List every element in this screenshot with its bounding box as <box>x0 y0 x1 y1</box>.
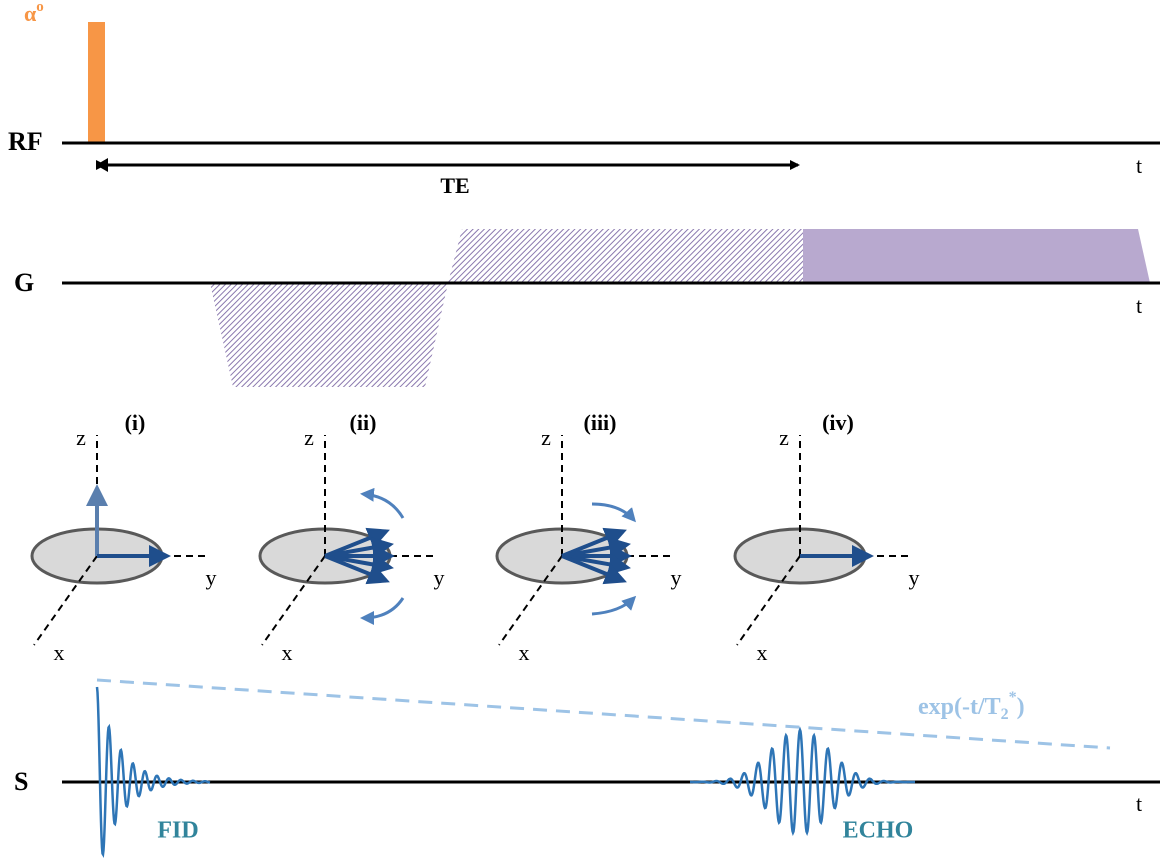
y-label: y <box>671 565 682 590</box>
panel-label: (iii) <box>584 410 617 435</box>
decay-prefix: exp(-t/T <box>918 694 1001 720</box>
decay-label: exp(-t/T2*) <box>918 689 1025 723</box>
rf-pulse <box>88 22 105 143</box>
z-label: z <box>304 425 314 450</box>
signal-time-label: t <box>1136 791 1142 816</box>
rf-time-label: t <box>1136 153 1142 178</box>
te-label: TE <box>440 173 469 198</box>
echo-label: ECHO <box>843 818 914 844</box>
signal-label: S <box>14 767 28 796</box>
panel-label: (iv) <box>822 410 854 435</box>
z-label: z <box>76 425 86 450</box>
z-label: z <box>541 425 551 450</box>
x-label: x <box>282 640 293 665</box>
flip-angle-symbol: α <box>24 1 37 26</box>
flip-angle-superscript: o <box>36 0 44 15</box>
gradient-label: G <box>14 268 34 297</box>
fid-label: FID <box>157 818 198 844</box>
rf-label: RF <box>8 127 43 156</box>
precession-arrow <box>363 598 403 618</box>
decay-suffix: ) <box>1017 694 1025 720</box>
magnetization-panels: (i) z y x (ii) z y x (iii) z y x (iv) z y x <box>32 410 920 665</box>
pulse-sequence-diagram: αo RF t TE G t (i) z y x (ii) z y x (iii) z y x (iv)… <box>0 0 1163 858</box>
dephasing-lobe <box>210 283 448 387</box>
y-label: y <box>909 565 920 590</box>
panel-label: (i) <box>125 410 146 435</box>
te-arrow-head <box>96 158 108 172</box>
flip-angle-label: αo <box>24 0 44 26</box>
decay-superscript: * <box>1009 689 1017 706</box>
x-label: x <box>519 640 530 665</box>
x-label: x <box>54 640 65 665</box>
panel-label: (ii) <box>350 410 377 435</box>
precession-arrow <box>592 504 634 520</box>
readout-lobe <box>803 229 1150 283</box>
decay-subscript: 2 <box>1001 706 1009 723</box>
gradient-time-label: t <box>1136 293 1142 318</box>
z-label: z <box>779 425 789 450</box>
y-label: y <box>206 565 217 590</box>
precession-arrow <box>363 494 403 518</box>
rephasing-lobe <box>448 229 803 283</box>
x-label: x <box>757 640 768 665</box>
precession-arrow <box>592 598 634 614</box>
y-label: y <box>434 565 445 590</box>
